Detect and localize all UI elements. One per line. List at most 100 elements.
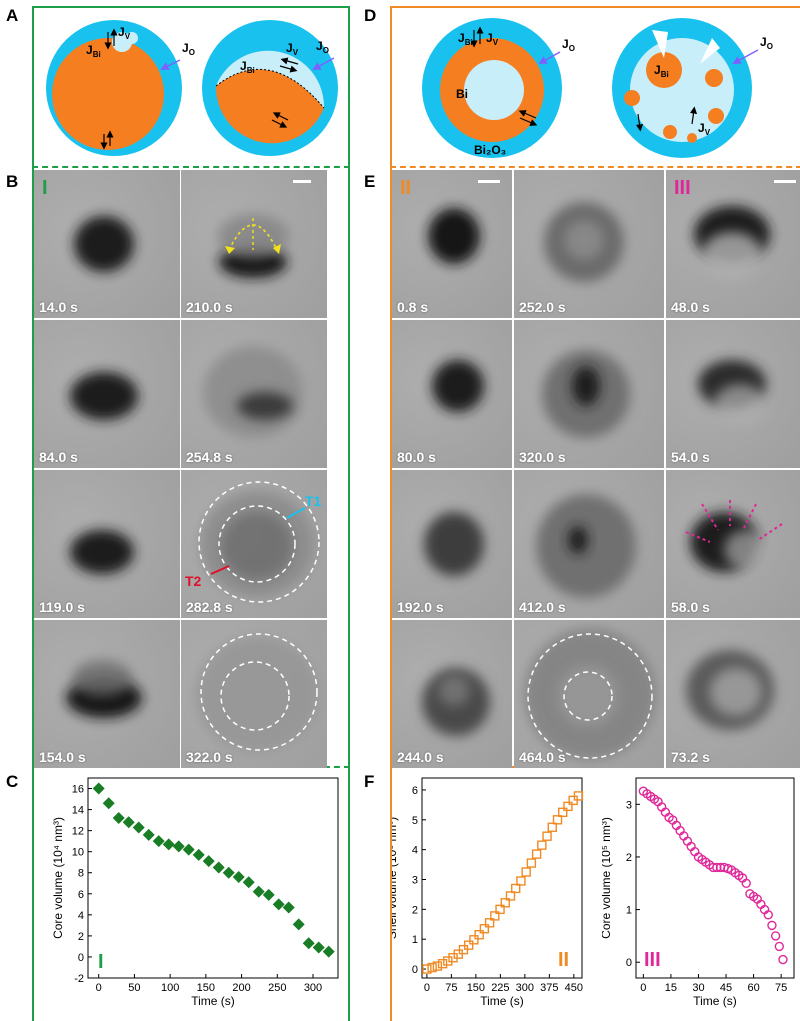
scale-bar: [774, 180, 796, 183]
data-point: [778, 954, 788, 965]
data-point: [484, 918, 495, 928]
y-tick-label: 2: [626, 852, 632, 864]
x-axis-title: Time (s): [693, 994, 737, 1008]
timestamp-label: 14.0 s: [39, 299, 78, 315]
timestamp-label: 0.8 s: [397, 299, 429, 315]
y-tick-label: -2: [74, 973, 84, 985]
schematic-d-jo-label: JO: [562, 37, 575, 53]
data-point: [547, 822, 557, 832]
plot-frame: [421, 777, 583, 979]
series-label-iii: III: [674, 177, 691, 199]
x-axis-title: Time (s): [191, 994, 235, 1008]
data-point: [272, 898, 285, 911]
data-point: [122, 816, 135, 829]
data-point: [463, 940, 474, 950]
y-tick-label: 4: [78, 910, 84, 922]
tem-b-col2-frame-4: 322.0 s: [181, 620, 327, 768]
x-tick-label: 250: [268, 982, 286, 994]
x-tick-label: 375: [540, 982, 558, 994]
y-tick-label: 6: [412, 785, 418, 797]
t1-label: T1: [305, 493, 322, 509]
tem-b-col1-frame-3: 119.0 s: [34, 470, 180, 618]
schematic-a2-jo-label: JO: [316, 39, 329, 55]
data-point: [479, 924, 490, 934]
schematic-d-bi-label: Bi: [456, 87, 468, 101]
schematic-a: JBi JV JO JBi JV JO: [46, 20, 338, 156]
y-tick-label: 10: [72, 847, 84, 859]
y-tick-label: 0: [78, 952, 84, 964]
scale-bar: [293, 180, 311, 183]
y-tick-label: 3: [412, 874, 418, 886]
data-point: [202, 855, 215, 868]
data-point: [172, 840, 185, 853]
data-point: [563, 801, 573, 812]
tem-e-col2-frame-2: 320.0 s: [514, 320, 664, 468]
data-point: [558, 807, 568, 818]
data-point: [132, 821, 145, 834]
series-label-i: I: [98, 951, 104, 973]
data-point: [767, 920, 777, 931]
schematic-d-sphere-1: Bi Bi₂O₃ JBi JV JO: [422, 18, 575, 158]
data-point: [500, 898, 510, 908]
x-tick-label: 150: [197, 982, 215, 994]
y-tick-label: 8: [78, 868, 84, 880]
series-label-iii: III: [644, 949, 661, 971]
tem-e-col3-frame-3: 58.0 s: [666, 470, 800, 618]
data-point: [432, 961, 443, 971]
tem-e-col1-frame-4: 244.0 s: [392, 620, 512, 768]
data-point: [542, 831, 552, 841]
x-tick-label: 0: [424, 982, 430, 994]
y-tick-label: 14: [72, 805, 84, 817]
data-point: [222, 866, 235, 879]
data-point: [437, 958, 448, 969]
data-point: [262, 888, 275, 901]
series-label-ii: II: [558, 949, 569, 971]
y-tick-label: 12: [72, 826, 84, 838]
timestamp-label: 252.0 s: [519, 299, 566, 315]
t2-arrow: [210, 565, 230, 575]
magenta-dashed-line: [685, 531, 711, 543]
y-tick-label: 3: [626, 799, 632, 811]
x-tick-label: 450: [565, 982, 583, 994]
data-point: [282, 901, 295, 914]
schematic-d-bi2o3-label: Bi₂O₃: [474, 143, 506, 157]
tem-e-col3-frame-1: III 48.0 s: [666, 170, 800, 318]
panel-label-a: A: [6, 6, 19, 25]
x-tick-label: 200: [232, 982, 250, 994]
schematic-a-sphere-1: JBi JV JO: [46, 20, 195, 156]
data-point: [526, 858, 537, 868]
tem-e-col3-frame-2: 54.0 s: [666, 320, 800, 468]
data-point: [531, 849, 542, 859]
y-tick-label: 0: [412, 964, 418, 976]
data-point: [474, 930, 484, 940]
timestamp-label: 58.0 s: [671, 599, 710, 615]
data-point: [537, 840, 547, 850]
data-point: [142, 828, 155, 841]
schematic-d-sphere-2: JBi JV JO: [612, 18, 773, 158]
timestamp-label: 322.0 s: [186, 749, 233, 765]
y-axis-title: Shell volume (10⁶ nm³): [392, 817, 399, 939]
timestamp-label: 119.0 s: [39, 599, 85, 615]
outer-dashed-circle: [527, 633, 653, 759]
timestamp-label: 84.0 s: [39, 449, 78, 465]
schematic-d2-jv-label: JV: [698, 121, 711, 137]
data-point: [212, 861, 225, 874]
schematic-a-sphere-2: JBi JV JO: [202, 20, 338, 156]
data-point: [521, 867, 531, 877]
data-point: [232, 870, 245, 883]
chart-f-ii: 0 75 150 225 300 375 450 0 1 2 3 4 5 6 Time (s) Shell v…: [392, 777, 584, 1008]
timestamp-label: 54.0 s: [671, 449, 710, 465]
schematic-a2-jbi-label: JBi: [240, 59, 255, 75]
plot-frame: [635, 777, 795, 979]
x-tick-label: 30: [692, 982, 704, 994]
schematic-d-jbi-label: JBi: [458, 31, 473, 47]
timestamp-label: 412.0 s: [519, 599, 566, 615]
data-point: [573, 791, 584, 801]
t2-label: T2: [185, 573, 202, 589]
timestamp-label: 210.0 s: [186, 299, 233, 315]
inner-dashed-circle: [220, 661, 290, 731]
x-tick-label: 50: [128, 982, 140, 994]
data-point: [252, 885, 265, 898]
tem-b-col2-frame-2: 254.8 s: [181, 320, 327, 468]
frame-d: [390, 6, 800, 168]
